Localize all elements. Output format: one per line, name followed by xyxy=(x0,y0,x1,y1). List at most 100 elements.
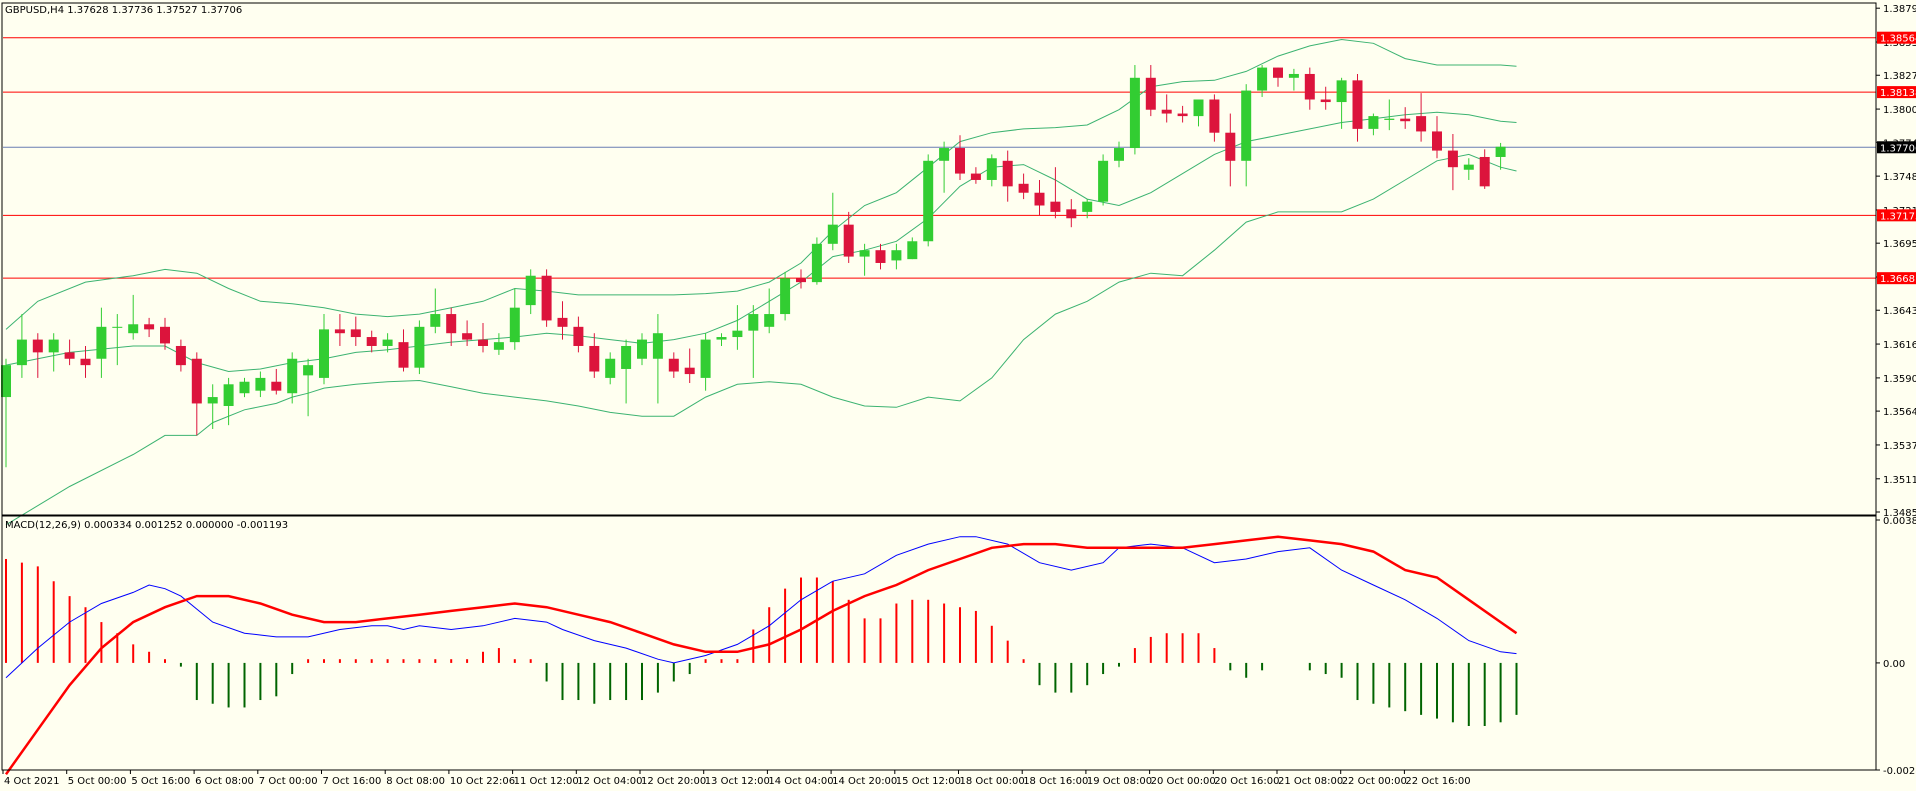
candle[interactable] xyxy=(1257,65,1268,97)
candle[interactable] xyxy=(493,333,504,355)
candle[interactable] xyxy=(1002,150,1013,202)
candle[interactable] xyxy=(1177,105,1188,123)
candle[interactable] xyxy=(1432,116,1442,159)
candle[interactable] xyxy=(827,192,838,251)
candle[interactable] xyxy=(1416,93,1427,142)
candle[interactable] xyxy=(1495,142,1506,170)
candle[interactable] xyxy=(700,333,711,391)
candle[interactable] xyxy=(843,211,854,263)
candle[interactable] xyxy=(1304,67,1315,110)
candle[interactable] xyxy=(605,352,616,385)
candle[interactable] xyxy=(1479,149,1490,189)
candle[interactable] xyxy=(1241,84,1252,187)
candle[interactable] xyxy=(923,154,934,247)
candle[interactable] xyxy=(160,317,170,350)
candle[interactable] xyxy=(446,307,457,346)
candle[interactable] xyxy=(1336,77,1347,129)
candle[interactable] xyxy=(986,154,997,187)
candle[interactable] xyxy=(796,269,806,289)
candle[interactable] xyxy=(1050,167,1061,219)
candle[interactable] xyxy=(557,301,568,340)
candle[interactable] xyxy=(239,377,250,398)
candle[interactable] xyxy=(128,294,139,340)
candle[interactable] xyxy=(652,314,663,404)
candle[interactable] xyxy=(350,316,361,346)
candle-body xyxy=(1066,209,1077,219)
candle[interactable] xyxy=(1161,94,1172,123)
candle[interactable] xyxy=(939,141,950,193)
candle[interactable] xyxy=(319,314,329,385)
candle[interactable] xyxy=(223,377,234,426)
candle[interactable] xyxy=(64,339,75,366)
candle[interactable] xyxy=(875,243,886,270)
candle[interactable] xyxy=(366,330,377,353)
candle[interactable] xyxy=(80,345,91,378)
candle[interactable] xyxy=(1447,133,1458,191)
candle[interactable] xyxy=(748,305,759,378)
price-plot[interactable] xyxy=(1,37,1876,526)
candle[interactable] xyxy=(271,368,282,395)
candle[interactable] xyxy=(684,348,695,384)
candle[interactable] xyxy=(1145,65,1156,117)
candle[interactable] xyxy=(732,305,743,350)
candle[interactable] xyxy=(1352,73,1363,142)
candle[interactable] xyxy=(525,269,536,315)
candle[interactable] xyxy=(255,371,266,398)
candle[interactable] xyxy=(1225,113,1236,187)
candle[interactable] xyxy=(716,333,727,346)
candle[interactable] xyxy=(1463,158,1474,180)
candle[interactable] xyxy=(1034,179,1045,216)
candle[interactable] xyxy=(764,288,775,334)
candle[interactable] xyxy=(573,316,584,353)
candle[interactable] xyxy=(780,271,791,321)
candle[interactable] xyxy=(430,288,441,334)
candle[interactable] xyxy=(112,314,123,366)
candle[interactable] xyxy=(414,320,425,375)
candle[interactable] xyxy=(1018,173,1029,200)
candle[interactable] xyxy=(1320,86,1331,110)
candle[interactable] xyxy=(907,237,918,260)
candle[interactable] xyxy=(637,333,647,366)
candle[interactable] xyxy=(1,358,11,468)
candle[interactable] xyxy=(1368,113,1379,136)
candle[interactable] xyxy=(1066,199,1077,228)
candle[interactable] xyxy=(462,320,473,346)
candle[interactable] xyxy=(1098,154,1109,206)
candle[interactable] xyxy=(16,314,27,378)
candle[interactable] xyxy=(398,329,409,372)
candle[interactable] xyxy=(1114,141,1124,168)
candle[interactable] xyxy=(175,339,186,372)
candle[interactable] xyxy=(955,135,965,180)
candle[interactable] xyxy=(287,352,298,404)
candle[interactable] xyxy=(859,243,870,276)
candle[interactable] xyxy=(32,333,43,378)
candle[interactable] xyxy=(589,333,600,378)
candle[interactable] xyxy=(1082,199,1093,219)
candle[interactable] xyxy=(1273,67,1283,87)
candle[interactable] xyxy=(96,307,107,378)
candle[interactable] xyxy=(48,333,59,372)
candle[interactable] xyxy=(891,243,902,270)
candle[interactable] xyxy=(621,339,632,404)
candle[interactable] xyxy=(382,333,393,353)
candle[interactable] xyxy=(334,314,345,346)
candle[interactable] xyxy=(1400,107,1411,129)
candle[interactable] xyxy=(970,167,981,184)
macd-plot[interactable] xyxy=(4,535,1518,776)
candle[interactable] xyxy=(207,384,218,429)
candle[interactable] xyxy=(509,288,520,350)
candle[interactable] xyxy=(1209,94,1220,142)
candle[interactable] xyxy=(144,317,155,338)
candle[interactable] xyxy=(668,352,679,378)
candle[interactable] xyxy=(1384,99,1395,131)
candle[interactable] xyxy=(811,237,822,285)
candle[interactable] xyxy=(303,358,314,417)
candle[interactable] xyxy=(478,322,488,353)
candle[interactable] xyxy=(1288,68,1299,91)
candle[interactable] xyxy=(1129,65,1140,155)
candle[interactable] xyxy=(541,269,552,327)
candle[interactable] xyxy=(191,352,202,436)
candle[interactable] xyxy=(1193,99,1204,127)
